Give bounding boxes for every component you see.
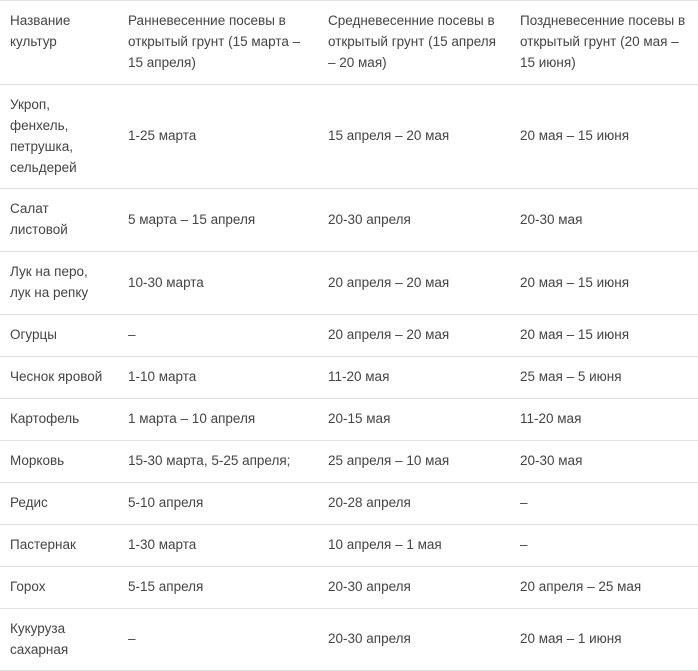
table-row: Салат листовой 5 марта – 15 апреля 20-30… bbox=[0, 189, 698, 252]
cell-late: 20 мая – 15 июня bbox=[510, 252, 698, 315]
cell-crop: Пастернак bbox=[0, 524, 118, 566]
cell-mid: 11-20 мая bbox=[318, 357, 510, 399]
table-header-row: Название культур Ранневесенние посевы в … bbox=[0, 1, 698, 85]
table-row: Лук на перо, лук на репку 10-30 марта 20… bbox=[0, 252, 698, 315]
cell-late: 20 мая – 15 июня bbox=[510, 315, 698, 357]
table-row: Морковь 15-30 марта, 5-25 апреля; 25 апр… bbox=[0, 440, 698, 482]
table-row: Огурцы – 20 апреля – 20 мая 20 мая – 15 … bbox=[0, 315, 698, 357]
cell-early: 5 марта – 15 апреля bbox=[118, 189, 318, 252]
cell-late: 11-20 мая bbox=[510, 398, 698, 440]
cell-mid: 10 апреля – 1 мая bbox=[318, 524, 510, 566]
cell-crop: Картофель bbox=[0, 398, 118, 440]
cell-late: 20-30 мая bbox=[510, 440, 698, 482]
col-header: Поздневесенние посевы в открытый грунт (… bbox=[510, 1, 698, 85]
cell-crop: Редис bbox=[0, 482, 118, 524]
cell-mid: 20 апреля – 20 мая bbox=[318, 252, 510, 315]
cell-early: – bbox=[118, 608, 318, 671]
cell-early: 1-30 марта bbox=[118, 524, 318, 566]
cell-mid: 20-15 мая bbox=[318, 398, 510, 440]
cell-early: 5-15 апреля bbox=[118, 566, 318, 608]
cell-mid: 20-28 апреля bbox=[318, 482, 510, 524]
table-row: Горох 5-15 апреля 20-30 апреля 20 апреля… bbox=[0, 566, 698, 608]
cell-late: – bbox=[510, 482, 698, 524]
cell-crop: Салат листовой bbox=[0, 189, 118, 252]
cell-crop: Кукуруза сахарная bbox=[0, 608, 118, 671]
cell-crop: Морковь bbox=[0, 440, 118, 482]
cell-crop: Огурцы bbox=[0, 315, 118, 357]
table-head: Название культур Ранневесенние посевы в … bbox=[0, 1, 698, 85]
cell-crop: Укроп, фенхель, петрушка, сельдерей bbox=[0, 84, 118, 189]
cell-early: 1-25 марта bbox=[118, 84, 318, 189]
col-header: Средневесенние посевы в открытый грунт (… bbox=[318, 1, 510, 85]
col-header: Ранневесенние посевы в открытый грунт (1… bbox=[118, 1, 318, 85]
cell-early: 10-30 марта bbox=[118, 252, 318, 315]
table-body: Укроп, фенхель, петрушка, сельдерей 1-25… bbox=[0, 84, 698, 671]
cell-mid: 15 апреля – 20 мая bbox=[318, 84, 510, 189]
table-row: Укроп, фенхель, петрушка, сельдерей 1-25… bbox=[0, 84, 698, 189]
cell-early: 5-10 апреля bbox=[118, 482, 318, 524]
sowing-calendar-table: Название культур Ранневесенние посевы в … bbox=[0, 0, 698, 671]
table-row: Редис 5-10 апреля 20-28 апреля – bbox=[0, 482, 698, 524]
cell-mid: 20-30 апреля bbox=[318, 189, 510, 252]
cell-early: – bbox=[118, 315, 318, 357]
cell-mid: 20-30 апреля bbox=[318, 608, 510, 671]
cell-late: 20 мая – 15 июня bbox=[510, 84, 698, 189]
cell-mid: 20-30 апреля bbox=[318, 566, 510, 608]
table-row: Пастернак 1-30 марта 10 апреля – 1 мая – bbox=[0, 524, 698, 566]
cell-early: 1-10 марта bbox=[118, 357, 318, 399]
cell-mid: 25 апреля – 10 мая bbox=[318, 440, 510, 482]
cell-late: – bbox=[510, 524, 698, 566]
cell-late: 25 мая – 5 июня bbox=[510, 357, 698, 399]
cell-late: 20 апреля – 25 мая bbox=[510, 566, 698, 608]
cell-early: 15-30 марта, 5-25 апреля; bbox=[118, 440, 318, 482]
table-row: Картофель 1 марта – 10 апреля 20-15 мая … bbox=[0, 398, 698, 440]
cell-crop: Чеснок яровой bbox=[0, 357, 118, 399]
table-row: Кукуруза сахарная – 20-30 апреля 20 мая … bbox=[0, 608, 698, 671]
col-header: Название культур bbox=[0, 1, 118, 85]
cell-early: 1 марта – 10 апреля bbox=[118, 398, 318, 440]
cell-late: 20-30 мая bbox=[510, 189, 698, 252]
cell-crop: Лук на перо, лук на репку bbox=[0, 252, 118, 315]
table-row: Чеснок яровой 1-10 марта 11-20 мая 25 ма… bbox=[0, 357, 698, 399]
cell-crop: Горох bbox=[0, 566, 118, 608]
cell-late: 20 мая – 1 июня bbox=[510, 608, 698, 671]
cell-mid: 20 апреля – 20 мая bbox=[318, 315, 510, 357]
